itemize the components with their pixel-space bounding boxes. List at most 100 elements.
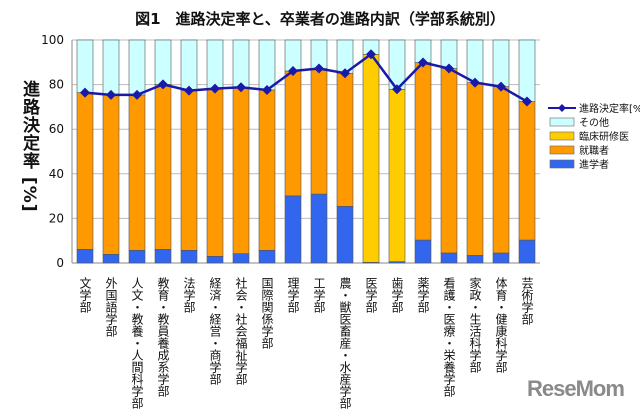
line-point xyxy=(496,81,506,92)
line-point xyxy=(184,85,194,96)
line-point xyxy=(158,79,168,90)
bar-その他 xyxy=(492,39,510,87)
resemom-logo: ReseMom xyxy=(527,376,625,401)
bar-就職者 xyxy=(206,88,224,257)
bar-就職者 xyxy=(310,68,328,195)
bar-その他 xyxy=(206,39,224,89)
legend-swatch xyxy=(549,117,575,127)
x-tick-label: 工学部 xyxy=(312,277,326,313)
x-tick-label: 経済・経営・商学部 xyxy=(208,277,222,385)
x-tick-label: 歯学部 xyxy=(390,277,404,313)
bar-進学者 xyxy=(492,252,510,264)
bar-その他 xyxy=(76,39,94,93)
bar-就職者 xyxy=(336,72,354,207)
x-tick-label: 外国語学部 xyxy=(104,277,118,337)
x-tick-label: 理学部 xyxy=(286,277,300,313)
x-tick-label: 社会・社会福祉学部 xyxy=(234,276,248,385)
y-tick-label: 20 xyxy=(49,211,64,225)
legend-swatch xyxy=(549,131,575,141)
legend-label: 進学者 xyxy=(579,158,609,171)
bar-進学者 xyxy=(76,249,94,264)
y-tick-label: 100 xyxy=(41,33,64,47)
legend-swatch xyxy=(549,145,575,155)
line-point xyxy=(262,84,272,95)
bar-就職者 xyxy=(76,92,94,250)
bar-進学者 xyxy=(518,239,536,264)
bar-その他 xyxy=(154,39,172,85)
line-point xyxy=(340,68,350,79)
bar-就職者 xyxy=(102,94,120,255)
bar-その他 xyxy=(466,39,484,83)
chart-title: 図1 進路決定率と、卒業者の進路内訳（学部系統別） xyxy=(135,10,505,28)
bar-進学者 xyxy=(336,206,354,264)
line-point xyxy=(106,89,116,100)
x-tick-label: 文学部 xyxy=(78,276,92,313)
line-point xyxy=(418,57,428,68)
bar-臨床研修医 xyxy=(388,88,406,262)
line-point xyxy=(470,77,480,88)
bar-その他 xyxy=(258,39,276,91)
line-point xyxy=(444,63,454,74)
bar-就職者 xyxy=(440,68,458,254)
bar-進学者 xyxy=(154,249,172,264)
legend-marker xyxy=(558,104,566,112)
bar-就職者 xyxy=(466,82,484,256)
bar-進学者 xyxy=(310,193,328,264)
x-tick-label: 農・獣医畜産・水産学部 xyxy=(338,277,352,409)
y-axis-title: 進路決定率 [%] xyxy=(19,80,39,213)
y-tick-label: 40 xyxy=(49,167,64,181)
line-進路決定率[%] xyxy=(84,52,528,103)
line-point xyxy=(392,84,402,95)
line-point xyxy=(522,96,532,107)
y-tick-label: 80 xyxy=(49,78,64,92)
bar-就職者 xyxy=(258,89,276,251)
bar-進学者 xyxy=(206,256,224,264)
bar-進学者 xyxy=(284,195,302,264)
bar-その他 xyxy=(232,39,250,88)
bar-就職者 xyxy=(128,94,146,251)
x-tick-label: 家政・生活科学部 xyxy=(468,276,482,373)
line-point xyxy=(288,65,298,76)
bar-就職者 xyxy=(492,86,510,254)
x-tick-label: 体育・健康科学部 xyxy=(494,277,508,373)
line-point xyxy=(314,63,324,74)
bar-その他 xyxy=(180,39,198,91)
bar-その他 xyxy=(518,39,536,102)
line-point xyxy=(80,87,90,98)
legend-label: 臨床研修医 xyxy=(579,130,629,143)
y-tick-label: 0 xyxy=(56,256,64,270)
x-tick-label: 国際関係学部 xyxy=(260,277,274,349)
x-tick-label: 人文・教養・人間科学部 xyxy=(130,277,144,409)
x-tick-label: 医学部 xyxy=(364,277,378,313)
bar-就職者 xyxy=(284,70,302,197)
bar-その他 xyxy=(102,39,120,96)
bar-進学者 xyxy=(180,249,198,264)
bar-就職者 xyxy=(180,90,198,251)
bar-進学者 xyxy=(440,252,458,264)
bar-進学者 xyxy=(466,255,484,264)
x-tick-label: 法学部 xyxy=(182,277,196,313)
legend-label: その他 xyxy=(579,116,609,129)
bar-臨床研修医 xyxy=(362,53,380,263)
legend-swatch xyxy=(549,159,575,169)
legend-label: 就職者 xyxy=(579,144,609,157)
x-tick-label: 薬学部 xyxy=(416,277,430,313)
bar-就職者 xyxy=(154,84,172,250)
line-point xyxy=(236,82,246,93)
bar-その他 xyxy=(128,39,146,96)
bar-就職者 xyxy=(232,86,250,254)
line-point xyxy=(210,83,220,94)
bar-就職者 xyxy=(518,101,536,241)
bar-就職者 xyxy=(414,62,432,241)
bar-進学者 xyxy=(102,254,120,264)
legend-label: 進路決定率[%] xyxy=(579,102,640,115)
y-tick-label: 60 xyxy=(49,122,64,136)
line-point xyxy=(132,89,142,100)
bar-進学者 xyxy=(258,249,276,264)
line-point xyxy=(366,49,376,60)
x-tick-label: 看護・医療・栄養学部 xyxy=(442,277,456,397)
bar-進学者 xyxy=(128,249,146,264)
x-tick-label: 芸術学部 xyxy=(520,277,534,325)
x-tick-label: 教育・教員養成系学部 xyxy=(156,276,170,397)
